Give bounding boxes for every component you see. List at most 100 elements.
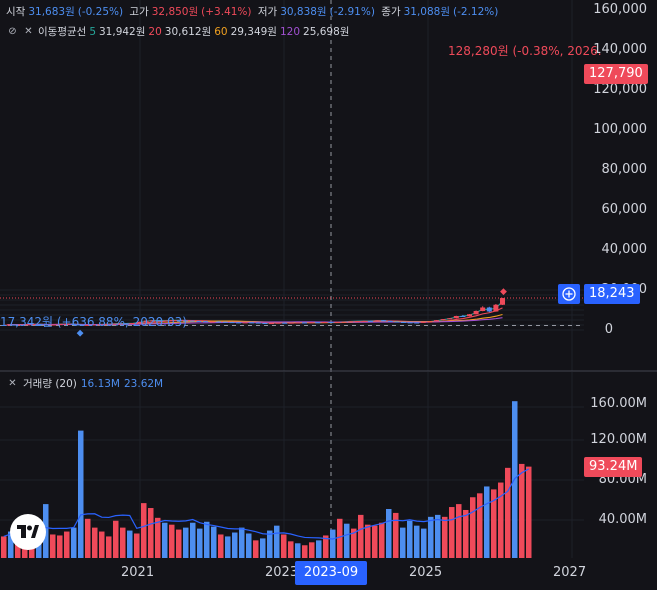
candle-body (222, 321, 228, 323)
volume-bar (218, 534, 224, 558)
candle-body (90, 324, 96, 326)
volume-bar (183, 527, 189, 558)
volume-bar (393, 512, 399, 558)
candle-body (64, 323, 70, 325)
volume-ma-line (3, 468, 530, 540)
candle-body (38, 324, 43, 326)
price-tick: 120,000 (593, 82, 647, 97)
volume-bar (491, 489, 497, 558)
candle-body (156, 320, 162, 322)
candle-body (394, 321, 400, 323)
volume-bar (274, 525, 280, 558)
candle-body (447, 318, 453, 320)
close-icon[interactable]: ✕ (8, 378, 17, 389)
candle-body (176, 320, 182, 322)
volume-bar (288, 541, 294, 558)
candle-body (295, 322, 301, 324)
candle-body (203, 321, 208, 323)
crosshair-price-badge: 18,243 (584, 284, 640, 304)
volume-bar (358, 514, 364, 558)
volume-bar (134, 533, 140, 558)
volume-bar (253, 540, 259, 558)
ma5-period: 5 (89, 25, 96, 38)
candle-body (368, 320, 373, 322)
volume-bar (400, 527, 406, 558)
candle-body (308, 322, 314, 324)
volume-bar (456, 504, 462, 558)
time-label: 2021 (121, 565, 155, 580)
price-tick: 60,000 (601, 202, 648, 217)
volume-bar (372, 525, 378, 558)
volume-value-1: 16.13M (80, 377, 120, 390)
volume-bar (155, 517, 161, 558)
close-icon[interactable]: ✕ (24, 26, 33, 37)
close-value: 31,088원 (403, 6, 451, 18)
candle-body (480, 307, 486, 311)
candle-body (24, 324, 30, 326)
volume-value-2: 23.62M (124, 377, 164, 390)
volume-title: 거래량 (20) (23, 378, 77, 390)
tradingview-logo-icon (17, 525, 39, 538)
add-alert-button[interactable] (558, 284, 580, 304)
volume-bar (505, 467, 511, 558)
volume-bar (330, 529, 336, 558)
candle-body (381, 320, 387, 322)
high-label: 고가 (129, 6, 149, 18)
volume-bar (463, 509, 469, 558)
volume-bar (337, 518, 343, 558)
volume-bar (71, 527, 77, 558)
volume-bar (260, 538, 266, 558)
volume-bar (239, 527, 245, 558)
low-marker: ◆ (77, 329, 84, 339)
high-change: (+3.41%) (201, 6, 252, 18)
high-marker: ◆ (500, 287, 507, 297)
price-tick: 100,000 (593, 122, 647, 137)
candle-body (97, 324, 103, 326)
volume-bar (113, 520, 119, 558)
volume-bar (211, 526, 217, 558)
close-label: 종가 (381, 6, 401, 18)
volume-bar (379, 522, 385, 558)
volume-bar (204, 521, 210, 558)
candle-body (374, 320, 380, 322)
volume-bar (57, 535, 63, 558)
volume-bar (127, 530, 133, 558)
ma5-value: 31,942원 (99, 26, 146, 38)
ma60-value: 29,349원 (230, 26, 277, 38)
volume-bar (386, 509, 392, 558)
candle-body (500, 298, 505, 305)
last-volume-badge: 93.24M (584, 457, 643, 477)
candle-body (57, 324, 63, 326)
crosshair-time-badge: 2023-09 (295, 561, 367, 585)
volume-bar (85, 518, 91, 558)
volume-bar (309, 542, 315, 558)
volume-bar (148, 508, 154, 558)
tradingview-logo[interactable] (10, 514, 46, 550)
candle-body (77, 324, 83, 326)
volume-tick: 120.00M (590, 432, 647, 447)
volume-bar (92, 527, 98, 558)
candle-body (216, 321, 222, 323)
volume-bar (477, 493, 483, 558)
candle-body (84, 324, 90, 326)
ma60-period: 60 (214, 25, 228, 38)
volume-bar (498, 482, 504, 558)
volume-bar (351, 528, 357, 558)
ma20-value: 30,612원 (164, 26, 212, 38)
close-change: (-2.12%) (453, 6, 499, 18)
candle-body (31, 324, 37, 326)
candle-body (44, 324, 50, 326)
volume-bar (50, 534, 56, 558)
candle-body (236, 322, 241, 324)
time-label: 2023 (265, 565, 299, 580)
candle-body (229, 322, 235, 324)
volume-bar (435, 514, 441, 558)
volume-bar (407, 520, 413, 558)
time-label: 2027 (553, 565, 587, 580)
open-change: (-0.25%) (77, 6, 124, 18)
candle-body (249, 322, 255, 324)
eye-off-icon[interactable]: ⊘ (8, 26, 17, 37)
candle-body (321, 322, 327, 323)
volume-bar (197, 528, 203, 558)
